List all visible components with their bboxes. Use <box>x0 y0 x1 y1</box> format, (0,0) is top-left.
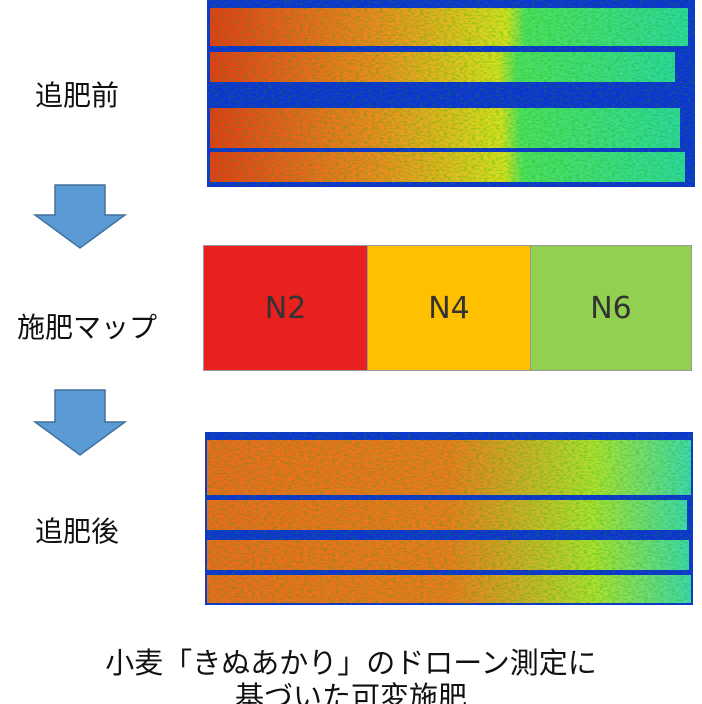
zone: N4 <box>367 245 531 371</box>
label-before: 追肥前 <box>35 74 119 114</box>
image-after <box>205 432 693 605</box>
arrow-down <box>35 185 125 248</box>
label-after: 追肥後 <box>35 510 119 550</box>
caption: 基づいた可変施肥 <box>0 674 702 704</box>
diagram: 追肥前 施肥マップ 追肥後 N2 N4 N6 小麦「きぬあかり」のドローン測定に… <box>0 0 702 704</box>
zone: N6 <box>530 245 692 371</box>
zone: N2 <box>203 245 368 371</box>
image-before <box>207 0 695 187</box>
label-map: 施肥マップ <box>17 306 157 346</box>
arrow-down <box>35 390 125 455</box>
